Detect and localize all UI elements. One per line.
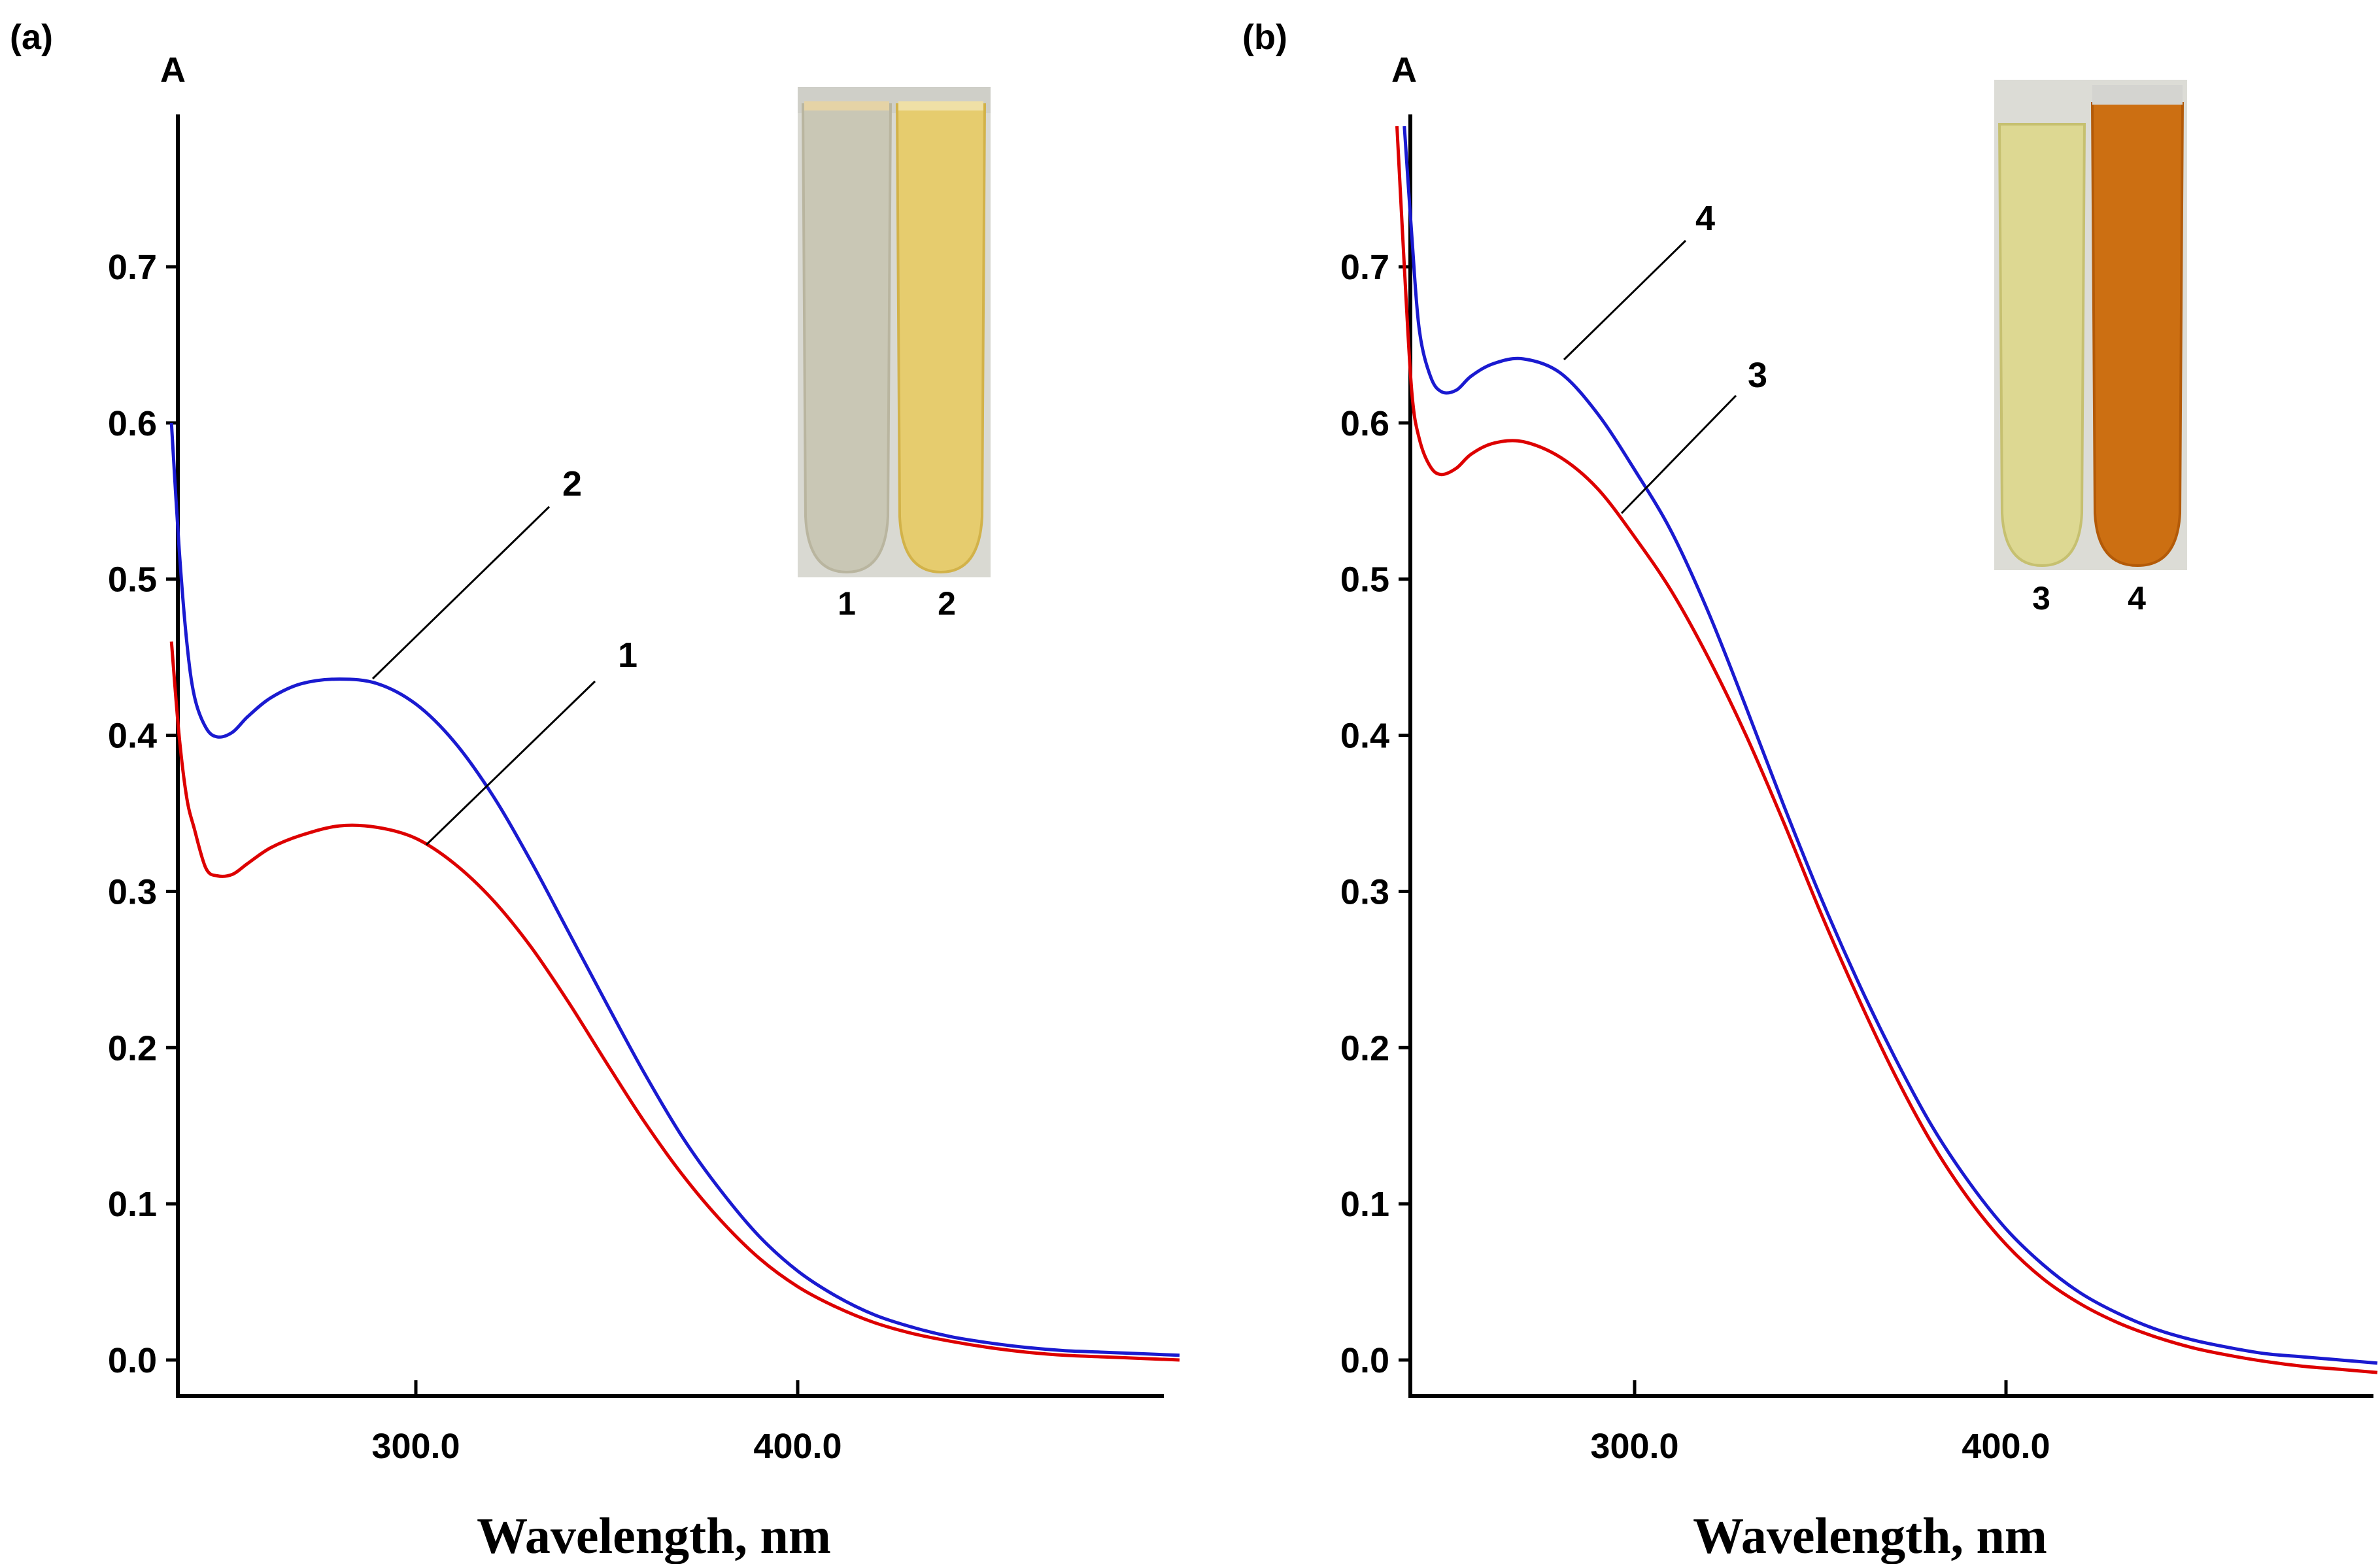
- y-tick-label-a-5: 0.5: [108, 560, 157, 600]
- y-tick-label-a-0: 0.0: [108, 1341, 157, 1380]
- y-tick-label-b-7: 0.7: [1340, 248, 1389, 287]
- x-axis-label-a: Wavelength, nm: [477, 1507, 831, 1564]
- y-tick-label-b-4: 0.4: [1340, 717, 1389, 756]
- tube-rim-4: [2092, 85, 2183, 105]
- series-line-2: [169, 422, 1180, 1357]
- leader-line-4: [1563, 239, 1687, 361]
- leader-line-2: [371, 505, 551, 680]
- y-tick-label-b-6: 0.6: [1340, 404, 1389, 443]
- panel-b: (b) A 0.0 0.1 0.2 0.3 0.4 0.5 0.6 0.7 30…: [1242, 18, 2378, 1564]
- curve-label-4: 4: [1695, 199, 1715, 238]
- test-tube-3: [1998, 123, 2086, 568]
- tube-label-1: 1: [838, 585, 856, 622]
- y-tick-label-a-1: 0.1: [108, 1185, 157, 1224]
- test-tube-4: [2090, 102, 2184, 568]
- y-axis-label-a: A: [160, 50, 186, 90]
- inset-photo-a: 1 2: [798, 87, 991, 622]
- x-ticks-b: 300.0 400.0: [1590, 1380, 2050, 1466]
- series-line-4: [1402, 126, 2378, 1365]
- inset-photo-b: 3 4: [1994, 80, 2187, 617]
- y-tick-label-a-4: 0.4: [108, 717, 157, 756]
- y-tick-label-b-0: 0.0: [1340, 1341, 1389, 1380]
- y-ticks-a: 0.0 0.1 0.2 0.3 0.4 0.5 0.6 0.7: [108, 248, 178, 1380]
- x-ticks-a: 300.0 400.0: [371, 1380, 842, 1466]
- y-tick-label-a-6: 0.6: [108, 404, 157, 443]
- panel-a: (a) A 0.0 0.1 0.2 0.3 0.4 0.5 0.6 0.7 30…: [10, 18, 1180, 1564]
- y-tick-label-a-7: 0.7: [108, 248, 157, 287]
- y-ticks-b: 0.0 0.1 0.2 0.3 0.4 0.5 0.6 0.7: [1340, 248, 1410, 1380]
- test-tube-1: [801, 103, 892, 574]
- tube-label-2: 2: [938, 585, 956, 622]
- y-tick-label-a-3: 0.3: [108, 872, 157, 911]
- tube-label-4: 4: [2128, 580, 2146, 617]
- curve-label-2: 2: [562, 464, 582, 503]
- series-line-1: [169, 641, 1180, 1362]
- y-tick-label-b-1: 0.1: [1340, 1185, 1389, 1224]
- y-tick-label-b-5: 0.5: [1340, 560, 1389, 600]
- leader-line-3: [1620, 394, 1737, 515]
- y-axis-label-b: A: [1391, 50, 1417, 90]
- leader-line-1: [425, 680, 596, 846]
- series-line-3: [1395, 126, 2378, 1374]
- curve-label-1: 1: [618, 636, 638, 675]
- x-tick-label-b-1: 400.0: [1962, 1427, 2050, 1466]
- panel-label-b: (b): [1242, 18, 1287, 57]
- tube-label-3: 3: [2032, 580, 2050, 617]
- x-tick-label-b-0: 300.0: [1590, 1427, 1678, 1466]
- x-tick-label-a-1: 400.0: [753, 1427, 842, 1466]
- y-tick-label-b-2: 0.2: [1340, 1028, 1389, 1068]
- x-tick-label-a-0: 300.0: [371, 1427, 460, 1466]
- tube-meniscus-2: [898, 101, 983, 110]
- y-tick-label-b-3: 0.3: [1340, 872, 1389, 911]
- x-axis-label-b: Wavelength, nm: [1693, 1507, 2047, 1564]
- tube-meniscus-1: [804, 101, 889, 110]
- y-tick-label-a-2: 0.2: [108, 1028, 157, 1068]
- curve-label-3: 3: [1748, 356, 1767, 395]
- panel-label-a: (a): [10, 18, 53, 57]
- test-tube-2: [895, 103, 987, 574]
